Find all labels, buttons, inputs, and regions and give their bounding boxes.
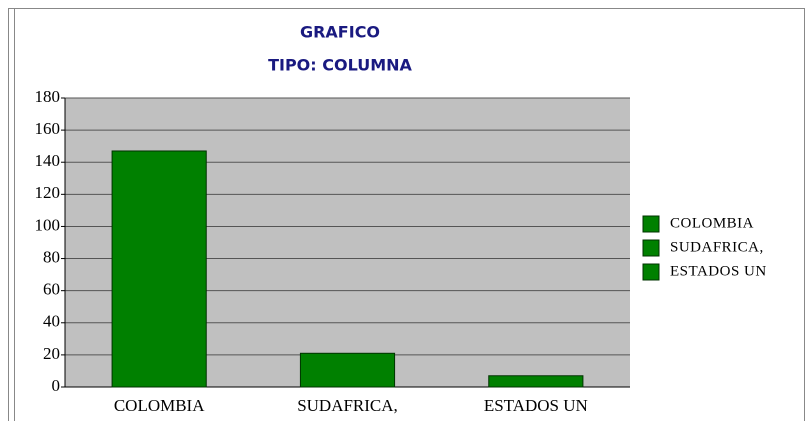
- y-tick-label: 40: [43, 312, 60, 331]
- y-tick-label: 100: [35, 215, 61, 234]
- legend-label: ESTADOS UN: [670, 263, 767, 279]
- y-tick-label: 0: [52, 376, 61, 395]
- legend-swatch: [642, 215, 660, 233]
- y-tick-label: 60: [43, 280, 60, 299]
- legend-label: COLOMBIA: [670, 215, 754, 231]
- legend-swatch: [642, 263, 660, 281]
- x-tick-label: ESTADOS UN: [484, 396, 588, 415]
- x-tick-label: SUDAFRICA,: [297, 396, 398, 415]
- y-tick-label: 80: [43, 247, 60, 266]
- y-tick-label: 180: [35, 87, 61, 106]
- x-tick-label: COLOMBIA: [114, 396, 205, 415]
- y-tick-label: 160: [35, 119, 61, 138]
- chart-subtitle: TIPO: COLUMNA: [268, 56, 412, 75]
- y-tick-label: 140: [35, 151, 61, 170]
- y-tick-label: 20: [43, 344, 60, 363]
- chart-title: GRAFICO: [300, 23, 380, 42]
- bar: [488, 375, 584, 388]
- bar: [299, 352, 396, 388]
- y-tick-label: 120: [35, 183, 61, 202]
- legend-label: SUDAFRICA,: [670, 239, 764, 255]
- legend-swatch: [642, 239, 660, 257]
- bar: [111, 150, 207, 388]
